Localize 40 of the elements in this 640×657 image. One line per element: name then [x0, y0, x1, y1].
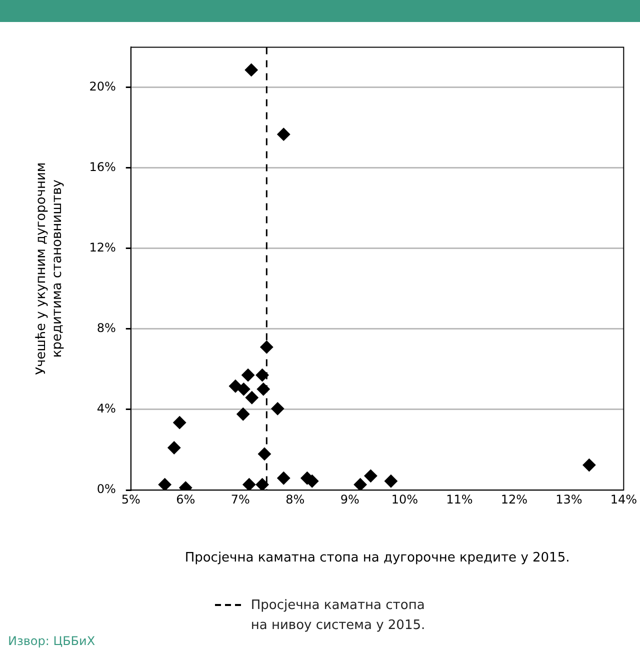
x-tick-label: 10% — [391, 492, 418, 506]
point — [245, 391, 258, 404]
point — [384, 474, 398, 488]
x-axis-title: Просјечна каматна стопа на дугорочне кредите у 2015. — [184, 550, 570, 566]
point — [242, 368, 255, 382]
y-axis-title: Учешће у укупним дугорочним кредитима становништву — [34, 162, 65, 375]
point — [271, 402, 284, 416]
x-tick-label: 13% — [556, 492, 582, 506]
y-tick-label: 0% — [96, 482, 116, 496]
x-tick-label: 7% — [230, 492, 250, 506]
point — [244, 63, 258, 76]
x-tick-label: 8% — [286, 492, 305, 506]
point — [158, 478, 172, 490]
x-tick-label: 14% — [610, 492, 637, 506]
point — [256, 478, 269, 490]
text: Извор: ЦББиХ — [8, 634, 96, 648]
point — [242, 478, 256, 490]
point — [256, 368, 269, 382]
point — [364, 469, 378, 482]
point — [582, 458, 596, 472]
point — [173, 416, 186, 430]
point — [236, 408, 250, 421]
legend-label: Просјечна каматна стопа на нивоу система у 2015. — [250, 597, 426, 634]
x-tick-label: 12% — [500, 492, 528, 506]
x-tick-label: 9% — [340, 492, 360, 506]
y-tick-label: 16% — [89, 160, 116, 174]
point — [354, 478, 367, 490]
y-tick-label: 4% — [96, 402, 116, 416]
y-tick-label: 20% — [89, 80, 116, 94]
x-tick-label: 11% — [446, 492, 473, 506]
point — [277, 128, 290, 141]
point — [277, 472, 290, 485]
point — [258, 447, 271, 460]
y-tick-label: 12% — [89, 240, 116, 255]
x-tick-label: 6% — [176, 492, 196, 506]
point — [168, 441, 181, 454]
y-tick-label: 8% — [96, 321, 116, 336]
x-tick-label: 5% — [121, 492, 140, 506]
point — [228, 380, 242, 393]
point — [237, 382, 250, 396]
